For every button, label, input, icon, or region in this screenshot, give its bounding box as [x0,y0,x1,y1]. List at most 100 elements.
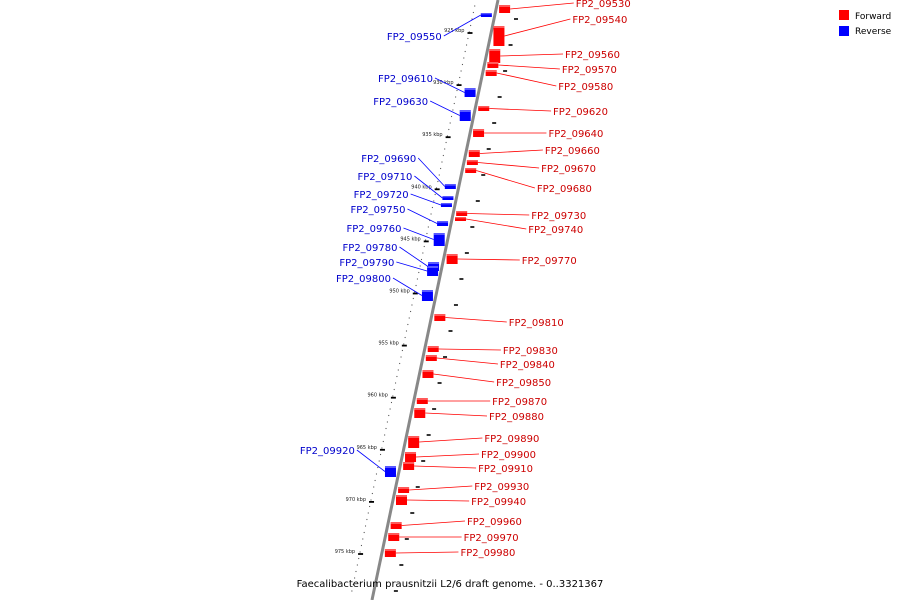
ruler-tick-label: 955 kbp [378,341,398,347]
forward-gene-feature[interactable] [403,462,415,470]
forward-gene-feature[interactable] [396,495,407,505]
gene-label[interactable]: FP2_09910 [478,464,533,475]
gene-label[interactable]: FP2_09540 [572,15,627,26]
gene-label[interactable]: FP2_09760 [347,224,402,235]
gene-label[interactable]: FP2_09620 [553,107,608,118]
gene-label[interactable]: FP2_09570 [562,65,617,76]
legend-forward-swatch [839,10,849,20]
gene-label[interactable]: FP2_09840 [500,360,555,371]
ruler-dot [364,525,367,527]
gene-label[interactable]: FP2_09770 [522,256,577,267]
forward-gene-feature[interactable] [425,355,437,361]
ruler-dot [404,336,406,339]
ruler-dot [407,323,409,326]
gene-label[interactable]: FP2_09750 [351,205,406,216]
gene-label[interactable]: FP2_09920 [300,446,355,457]
forward-gene-feature[interactable] [487,62,499,68]
forward-gene-feature[interactable] [422,370,434,378]
gene-label[interactable]: FP2_09780 [343,243,398,254]
ruler-dot [450,115,453,118]
reverse-gene-feature[interactable] [433,233,445,246]
forward-gene-feature[interactable] [493,26,505,46]
gene-label[interactable]: FP2_09800 [336,274,391,285]
ruler-dot [409,310,412,313]
gene-label[interactable]: FP2_09900 [481,450,536,461]
gene-label[interactable]: FP2_09940 [471,497,526,508]
ruler-dot [440,167,442,170]
reverse-gene-feature[interactable] [442,196,454,200]
gene-feature-highlight [396,495,407,497]
gene-label[interactable]: FP2_09740 [528,225,583,236]
gene-label[interactable]: FP2_09720 [354,190,409,201]
ruler-tick-label: 975 kbp [335,549,355,555]
gene-feature-highlight [427,266,439,268]
forward-gene-feature[interactable] [398,487,410,493]
forward-gene-feature[interactable] [485,70,497,76]
gene-label[interactable]: FP2_09790 [339,258,394,269]
forward-gene-feature[interactable] [384,549,396,557]
reverse-gene-feature[interactable] [480,13,492,17]
ruler-dot [420,258,423,261]
gene-leader-line [496,72,557,87]
reverse-gene-feature[interactable] [459,110,471,121]
gene-label[interactable]: FP2_09890 [484,434,539,445]
forward-gene-feature[interactable] [408,436,420,448]
reverse-gene-feature[interactable] [444,184,456,189]
reverse-gene-feature[interactable] [427,266,439,276]
gene-label[interactable]: FP2_09690 [361,154,416,165]
gene-label[interactable]: FP2_09550 [387,32,442,43]
gene-label[interactable]: FP2_09830 [503,346,558,357]
forward-gene-feature[interactable] [427,346,439,352]
gene-leader-line [414,175,443,199]
gene-label[interactable]: FP2_09530 [576,0,631,10]
gene-label[interactable]: FP2_09560 [565,50,620,61]
ruler-tick-label: 930 kbp [433,80,453,86]
gene-label[interactable]: FP2_09850 [496,378,551,389]
reverse-gene-feature[interactable] [440,203,452,207]
reverse-gene-feature[interactable] [421,290,433,301]
forward-gene-feature[interactable] [489,49,501,63]
gene-label[interactable]: FP2_09640 [548,129,603,140]
forward-gene-feature[interactable] [466,160,478,165]
gene-label[interactable]: FP2_09610 [378,74,433,85]
gene-label[interactable]: FP2_09710 [357,172,412,183]
ruler-dot [423,245,425,248]
forward-gene-feature[interactable] [499,5,511,13]
forward-gene-feature[interactable] [473,129,485,137]
reverse-gene-feature[interactable] [384,466,396,477]
forward-gene-feature[interactable] [465,168,477,173]
gene-label[interactable]: FP2_09870 [492,397,547,408]
reverse-gene-feature[interactable] [437,221,449,226]
gene-label[interactable]: FP2_09810 [509,318,564,329]
gene-label[interactable]: FP2_09680 [537,184,592,195]
gene-labels: FP2_09530 FP2_09540 FP2_09550 FP2_09560 FP2_… [300,0,631,559]
gene-feature-highlight [493,26,505,28]
forward-gene-feature[interactable] [468,150,480,157]
forward-gene-feature[interactable] [446,254,458,264]
gene-label[interactable]: FP2_09670 [541,164,596,175]
forward-gene-feature[interactable] [390,522,402,529]
gene-label[interactable]: FP2_09980 [460,548,515,559]
gene-label[interactable]: FP2_09730 [531,211,586,222]
gene-label[interactable]: FP2_09930 [474,482,529,493]
forward-gene-feature[interactable] [478,106,490,111]
gene-label[interactable]: FP2_09970 [464,533,519,544]
gene-label[interactable]: FP2_09960 [467,517,522,528]
gene-label[interactable]: FP2_09630 [373,97,428,108]
gene-label[interactable]: FP2_09880 [489,412,544,423]
forward-gene-feature[interactable] [388,533,400,541]
forward-gene-feature[interactable] [414,408,426,418]
ruler-dot [415,284,417,287]
gene-label[interactable]: FP2_09580 [558,82,613,93]
ruler-dot [352,583,354,586]
forward-gene-feature[interactable] [405,452,417,462]
forward-gene-feature[interactable] [455,217,467,221]
reverse-gene-feature[interactable] [464,88,476,97]
gene-label[interactable]: FP2_09660 [545,146,600,157]
forward-gene-feature[interactable] [416,398,428,404]
gene-feature-highlight [485,70,497,72]
ruler-dot [400,356,402,358]
forward-gene-feature[interactable] [456,211,468,216]
forward-gene-feature[interactable] [434,314,446,321]
